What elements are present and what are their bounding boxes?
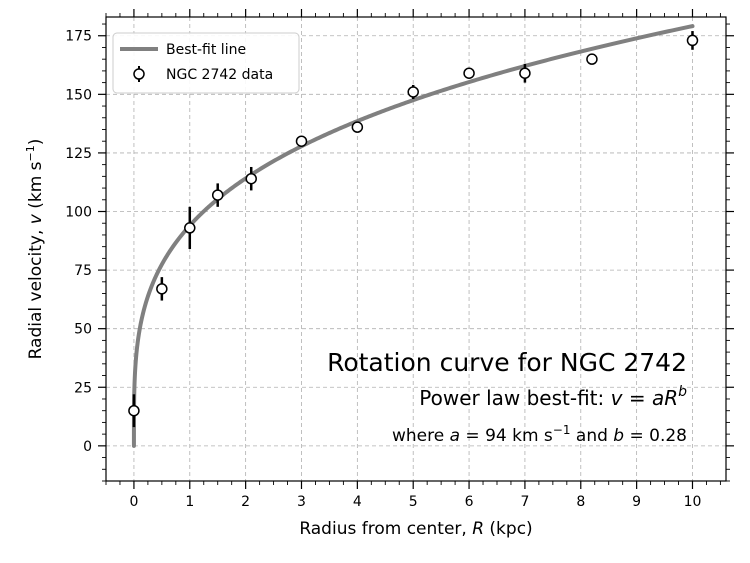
best-fit-line: [131, 24, 695, 448]
annotation-fit-equation: Power law best-fit: v = aRb: [419, 384, 687, 410]
y-tick-label: 0: [83, 439, 92, 455]
x-tick-label: 1: [185, 494, 194, 510]
annotation-fit-parameters: where a = 94 km s−1 and b = 0.28: [392, 423, 687, 446]
data-point: [463, 67, 475, 79]
x-tick-label: 4: [353, 494, 362, 510]
data-point: [184, 222, 196, 234]
data-point: [295, 135, 308, 147]
x-tick-label: 2: [241, 494, 250, 510]
y-tick-label: 100: [65, 205, 92, 221]
x-axis-label: Radius from center, R (kpc): [299, 519, 532, 539]
data-point: [519, 67, 531, 79]
data-point: [245, 172, 257, 185]
annotation-title: Rotation curve for NGC 2742: [327, 348, 687, 377]
y-tick-label: 75: [74, 263, 92, 279]
y-tick-label: 150: [65, 87, 92, 103]
x-tick-label: 6: [465, 494, 474, 510]
minor-ticks: [102, 13, 730, 485]
data-points-layer: [128, 31, 699, 428]
x-tick-label: 10: [684, 494, 702, 510]
x-tick-label: 8: [576, 494, 585, 510]
x-tick-label: 9: [632, 494, 641, 510]
x-tick-label: 5: [409, 494, 418, 510]
x-tick-label: 0: [129, 494, 138, 510]
data-point: [156, 283, 168, 295]
legend: Best-fit line NGC 2742 data: [112, 32, 300, 94]
major-ticks: [98, 9, 734, 489]
y-axis-label: Radial velocity, v (km s−1): [24, 139, 46, 360]
data-point: [128, 404, 140, 417]
legend-label-data: NGC 2742 data: [166, 67, 273, 83]
y-tick-label: 50: [74, 322, 92, 338]
y-tick-label: 125: [65, 146, 92, 162]
legend-marker-swatch: [133, 68, 145, 80]
legend-box: [112, 32, 300, 94]
y-tick-label: 25: [74, 380, 92, 396]
x-tick-label: 3: [297, 494, 306, 510]
data-point: [686, 34, 699, 47]
data-point: [586, 53, 598, 65]
data-point: [211, 189, 224, 201]
best-fit-layer: [131, 24, 695, 448]
x-tick-label: 7: [520, 494, 529, 510]
plot-frame: [105, 16, 727, 482]
data-point: [351, 121, 364, 133]
data-point: [407, 86, 419, 98]
y-tick-label: 175: [65, 29, 92, 45]
legend-label-best-fit: Best-fit line: [166, 42, 246, 58]
